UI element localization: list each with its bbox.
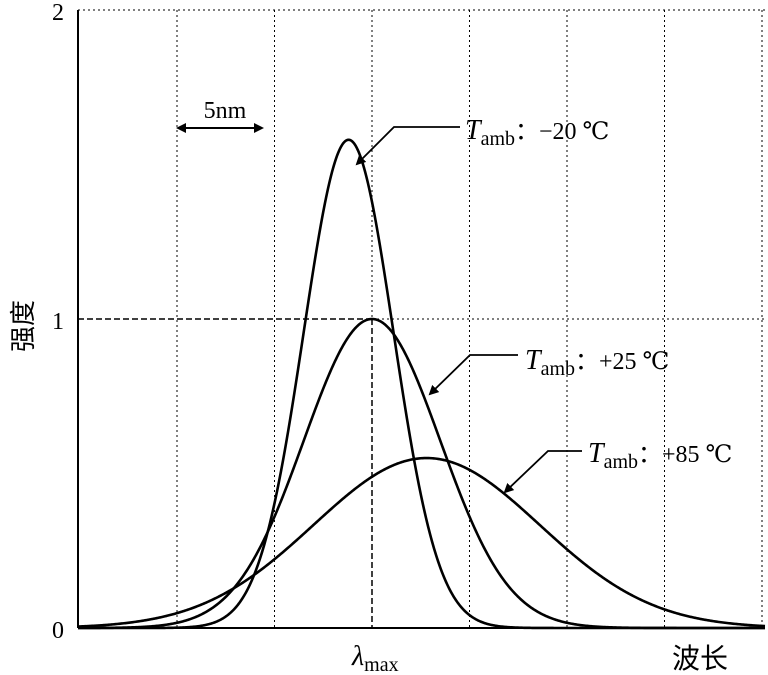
x-axis-label: 波长 xyxy=(672,642,728,675)
x-tick-label: λmax xyxy=(351,641,399,675)
y-tick-label: 0 xyxy=(52,618,64,644)
y-tick-label: 1 xyxy=(52,309,64,335)
annotations xyxy=(176,123,582,494)
series-line-2 xyxy=(77,456,766,628)
series-label-0: Tamb：−20 ℃ xyxy=(465,115,609,150)
series-line-1 xyxy=(78,317,765,630)
y-tick-label: 2 xyxy=(52,0,64,26)
series-label-2: Tamb：+85 ℃ xyxy=(588,438,732,473)
series-leader-1 xyxy=(428,354,518,396)
series-label-1: Tamb：+25 ℃ xyxy=(525,345,669,380)
width-annotation-label: 5nm xyxy=(204,98,247,124)
curves xyxy=(77,138,766,630)
labels: 0 1 2 5nm Tamb：−20 ℃ Tamb：+25 ℃ Tamb：+85 ℃ λmax… xyxy=(9,0,732,675)
series-leader-0 xyxy=(355,126,460,166)
grid xyxy=(78,9,765,628)
series-leader-2 xyxy=(503,450,582,494)
series-line-0 xyxy=(78,138,765,630)
y-axis-label: 强度 xyxy=(9,300,39,352)
